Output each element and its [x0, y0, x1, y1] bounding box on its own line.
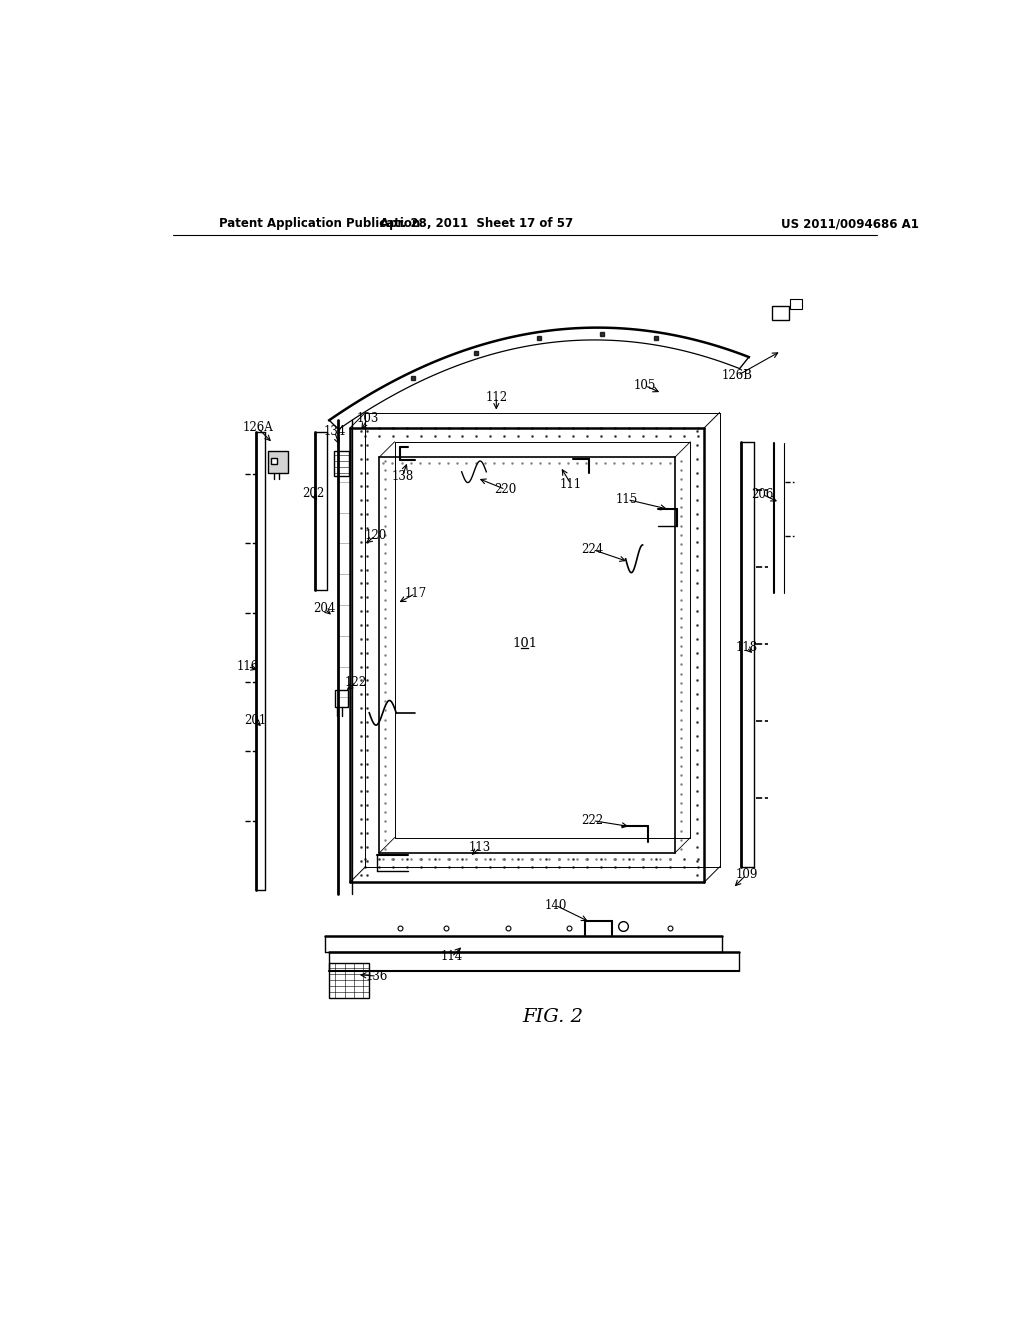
Bar	[268, 451, 289, 473]
Text: 109: 109	[735, 869, 758, 880]
Text: 201: 201	[244, 714, 266, 727]
Text: 112: 112	[485, 391, 507, 404]
Text: 204: 204	[313, 602, 336, 615]
Text: 138: 138	[391, 470, 414, 483]
Text: 206: 206	[751, 487, 773, 500]
Text: Apr. 28, 2011  Sheet 17 of 57: Apr. 28, 2011 Sheet 17 of 57	[381, 218, 573, 231]
Text: 105: 105	[634, 379, 656, 392]
Text: US 2011/0094686 A1: US 2011/0094686 A1	[781, 218, 920, 231]
Text: 202: 202	[302, 487, 325, 500]
Text: 122: 122	[345, 676, 368, 689]
Text: 103: 103	[356, 412, 379, 425]
Text: 117: 117	[404, 587, 427, 601]
Text: 118: 118	[735, 640, 758, 653]
Text: 140: 140	[545, 899, 567, 912]
Text: 126A: 126A	[243, 421, 273, 434]
Text: 222: 222	[582, 814, 603, 828]
Text: 111: 111	[560, 478, 582, 491]
Text: 120: 120	[365, 529, 386, 543]
Bar	[330, 964, 370, 998]
Bar	[790, 298, 802, 309]
Text: 116: 116	[237, 660, 259, 673]
Text: 101: 101	[512, 638, 538, 649]
Text: 114: 114	[440, 950, 463, 964]
Text: 113: 113	[469, 841, 492, 854]
Text: FIG. 2: FIG. 2	[522, 1008, 583, 1026]
Text: 115: 115	[616, 492, 638, 506]
Text: 134: 134	[324, 425, 346, 438]
Text: Patent Application Publication: Patent Application Publication	[219, 218, 421, 231]
Bar	[772, 306, 788, 321]
Text: 136: 136	[366, 970, 388, 982]
Text: 224: 224	[582, 543, 604, 556]
Text: 220: 220	[495, 483, 517, 496]
Bar	[334, 451, 349, 475]
Bar	[336, 689, 348, 706]
Text: 126B: 126B	[722, 370, 753, 381]
